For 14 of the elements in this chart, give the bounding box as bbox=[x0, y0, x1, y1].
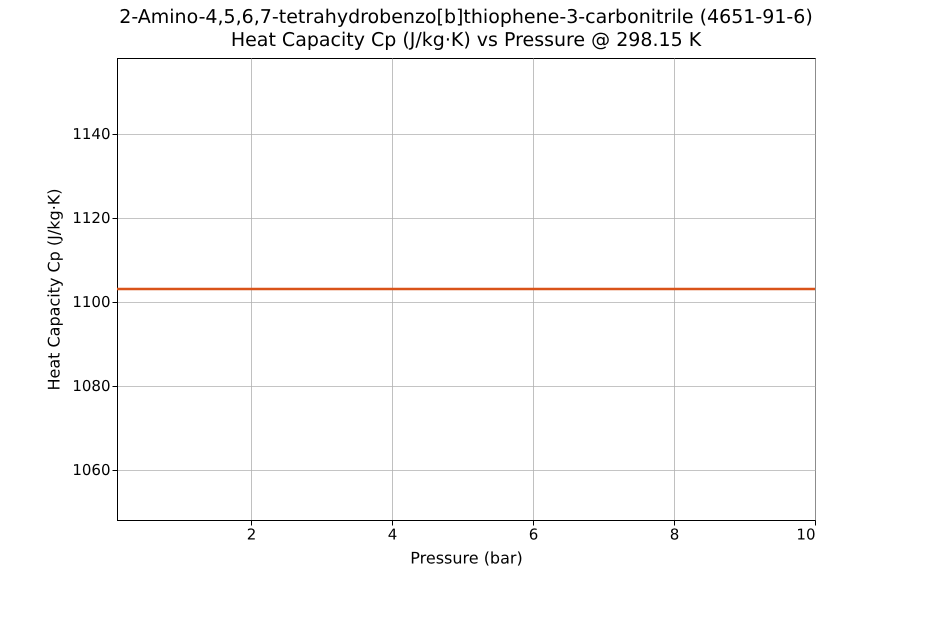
x-tick-label: 4 bbox=[388, 526, 398, 544]
y-axis-title: Heat Capacity Cp (J/kg·K) bbox=[44, 188, 64, 391]
y-tick-label: 1140 bbox=[72, 125, 110, 144]
y-tick-label: 1080 bbox=[72, 377, 110, 396]
y-tick-label: 1100 bbox=[72, 293, 110, 312]
chart-subtitle: Heat Capacity Cp (J/kg·K) vs Pressure @ 298.15 K bbox=[230, 29, 702, 51]
y-tick-label: 1120 bbox=[72, 209, 110, 228]
x-tick-label: 10 bbox=[796, 526, 816, 544]
x-tick-label: 2 bbox=[246, 526, 256, 544]
x-tick-label: 6 bbox=[528, 526, 538, 544]
x-tick-label: 8 bbox=[670, 526, 680, 544]
chart-title: 2-Amino-4,5,6,7-tetrahydrobenzo[b]thiophene-3-carbonitrile (4651-91-6) bbox=[119, 6, 813, 28]
x-axis-title: Pressure (bar) bbox=[410, 548, 523, 568]
y-tick-label: 1060 bbox=[72, 461, 110, 480]
